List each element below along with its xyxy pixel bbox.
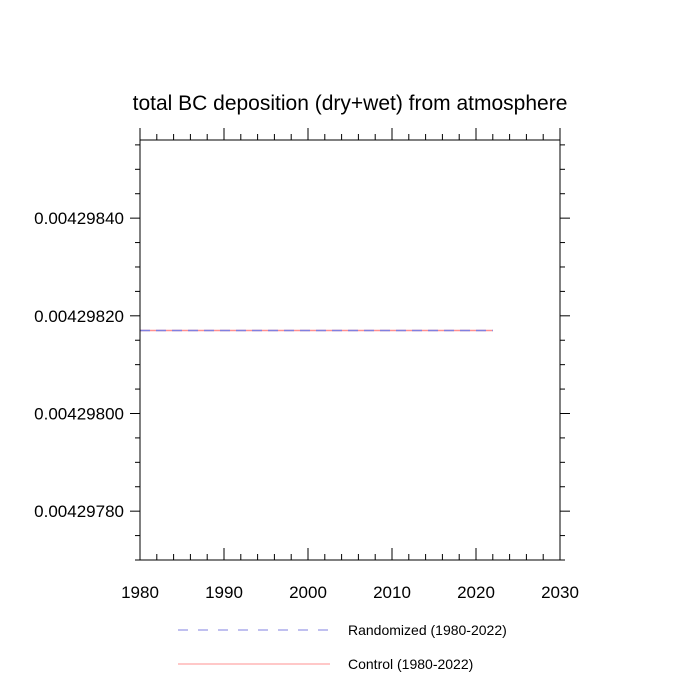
y-tick-label: 0.00429840 bbox=[34, 209, 124, 228]
legend-label: Control (1980-2022) bbox=[348, 656, 473, 672]
y-tick-label: 0.00429820 bbox=[34, 307, 124, 326]
y-tick-label: 0.00429780 bbox=[34, 502, 124, 521]
x-tick-label: 1980 bbox=[121, 583, 159, 602]
y-tick-label: 0.00429800 bbox=[34, 404, 124, 423]
x-tick-label: 2030 bbox=[541, 583, 579, 602]
ticks-layer bbox=[130, 128, 570, 561]
legend-label: Randomized (1980-2022) bbox=[348, 622, 507, 638]
plot-frame bbox=[139, 139, 561, 561]
chart-title: total BC deposition (dry+wet) from atmos… bbox=[133, 92, 568, 115]
x-tick-label: 2010 bbox=[373, 583, 411, 602]
x-tick-label: 2000 bbox=[289, 583, 327, 602]
x-tick-label: 2020 bbox=[457, 583, 495, 602]
x-tick-label: 1990 bbox=[205, 583, 243, 602]
tick-labels-layer: 1980 1990 2000 2010 2020 2030 0.00429780 0.0042… bbox=[34, 209, 579, 602]
legend: Randomized (1980-2022) Control (1980-2022… bbox=[178, 622, 507, 672]
